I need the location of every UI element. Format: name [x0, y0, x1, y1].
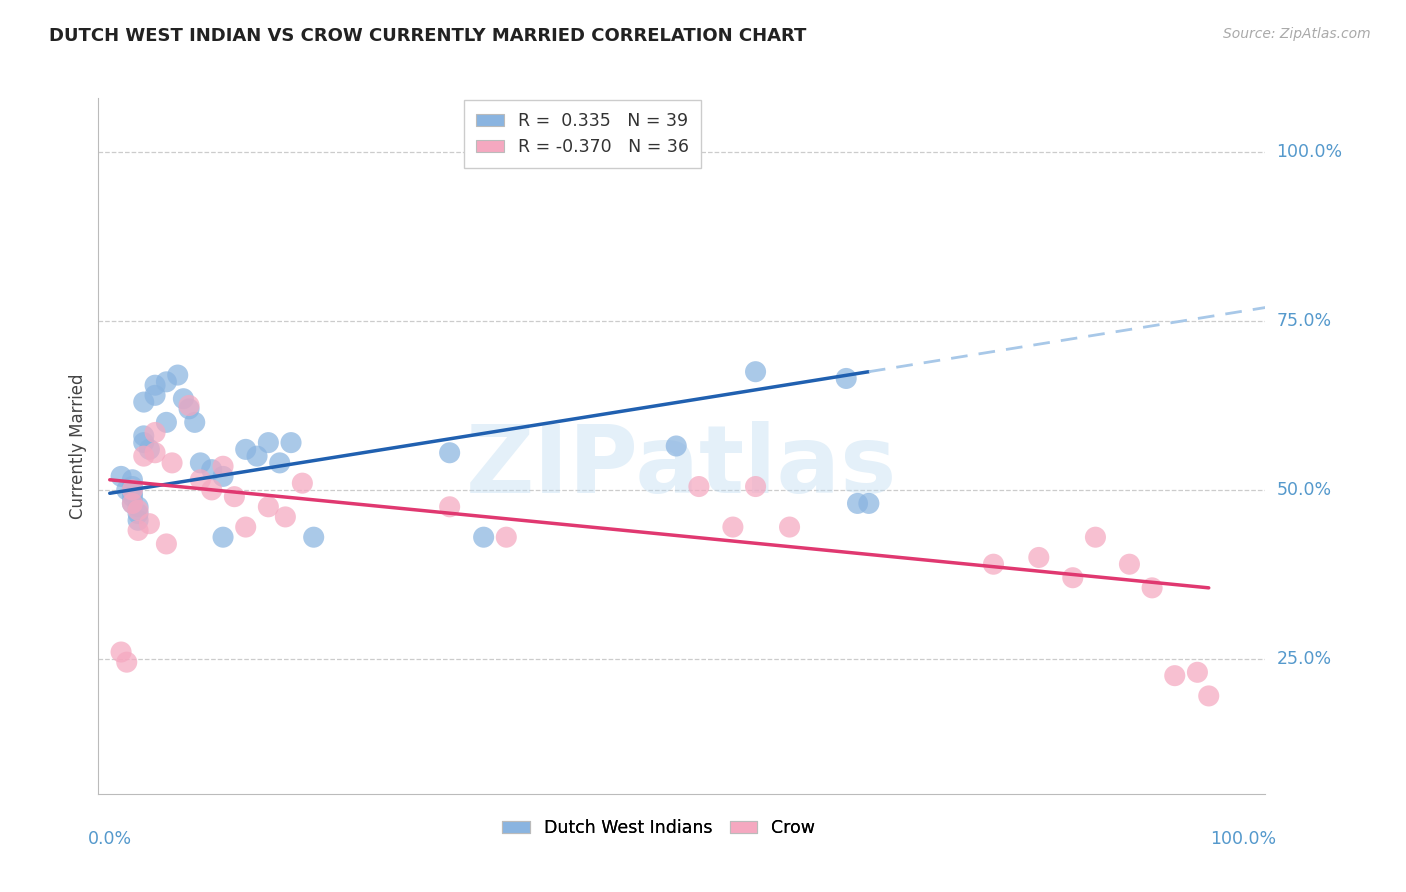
Point [1028, 550, 1050, 565]
Point [1164, 668, 1187, 682]
Point [1140, 581, 1163, 595]
Point [143, 425, 166, 440]
Point [121, 496, 143, 510]
Point [1062, 571, 1084, 585]
Point [439, 446, 461, 460]
Point [143, 446, 166, 460]
Point [121, 496, 143, 510]
Point [201, 463, 224, 477]
Point [132, 395, 155, 409]
Point [269, 456, 291, 470]
Point [121, 479, 143, 493]
Point [274, 510, 297, 524]
Point [132, 449, 155, 463]
Text: 50.0%: 50.0% [1277, 481, 1331, 499]
Point [235, 520, 257, 534]
Text: 0.0%: 0.0% [87, 830, 132, 848]
Point [472, 530, 495, 544]
Point [127, 507, 149, 521]
Point [212, 469, 235, 483]
Point [246, 449, 269, 463]
Point [121, 473, 143, 487]
Point [439, 500, 461, 514]
Point [721, 520, 744, 534]
Point [110, 469, 132, 483]
Point [1084, 530, 1107, 544]
Point [155, 375, 177, 389]
Point [1118, 558, 1140, 572]
Point [190, 473, 212, 487]
Text: 75.0%: 75.0% [1277, 312, 1331, 330]
Point [132, 435, 155, 450]
Point [1187, 665, 1209, 680]
Point [280, 435, 302, 450]
Point [846, 496, 869, 510]
Point [665, 439, 688, 453]
Point [127, 500, 149, 514]
Point [172, 392, 194, 406]
Text: Source: ZipAtlas.com: Source: ZipAtlas.com [1223, 27, 1371, 41]
Point [183, 415, 205, 429]
Point [121, 486, 143, 500]
Point [115, 483, 138, 497]
Point [177, 401, 200, 416]
Point [110, 645, 132, 659]
Point [138, 516, 160, 531]
Point [212, 530, 235, 544]
Point [835, 371, 858, 385]
Point [212, 459, 235, 474]
Point [190, 456, 212, 470]
Point [166, 368, 188, 382]
Point [132, 429, 155, 443]
Point [127, 524, 149, 538]
Point [257, 500, 280, 514]
Text: DUTCH WEST INDIAN VS CROW CURRENTLY MARRIED CORRELATION CHART: DUTCH WEST INDIAN VS CROW CURRENTLY MARR… [49, 27, 807, 45]
Point [121, 483, 143, 497]
Point [858, 496, 880, 510]
Point [155, 415, 177, 429]
Point [744, 479, 766, 493]
Y-axis label: Currently Married: Currently Married [69, 373, 87, 519]
Legend: Dutch West Indians, Crow: Dutch West Indians, Crow [495, 813, 823, 845]
Point [115, 655, 138, 669]
Point [1198, 689, 1220, 703]
Point [160, 456, 183, 470]
Text: ZIPatlas: ZIPatlas [467, 421, 897, 513]
Text: 100.0%: 100.0% [1277, 143, 1343, 161]
Point [235, 442, 257, 457]
Text: 25.0%: 25.0% [1277, 649, 1331, 668]
Point [127, 513, 149, 527]
Point [127, 503, 149, 517]
Point [121, 490, 143, 504]
Text: 100.0%: 100.0% [1209, 830, 1275, 848]
Point [143, 378, 166, 392]
Point [744, 365, 766, 379]
Point [155, 537, 177, 551]
Point [983, 558, 1005, 572]
Point [177, 399, 200, 413]
Point [302, 530, 325, 544]
Point [201, 483, 224, 497]
Point [688, 479, 710, 493]
Point [138, 442, 160, 457]
Point [224, 490, 246, 504]
Point [257, 435, 280, 450]
Point [779, 520, 801, 534]
Point [143, 388, 166, 402]
Point [495, 530, 517, 544]
Point [291, 476, 314, 491]
